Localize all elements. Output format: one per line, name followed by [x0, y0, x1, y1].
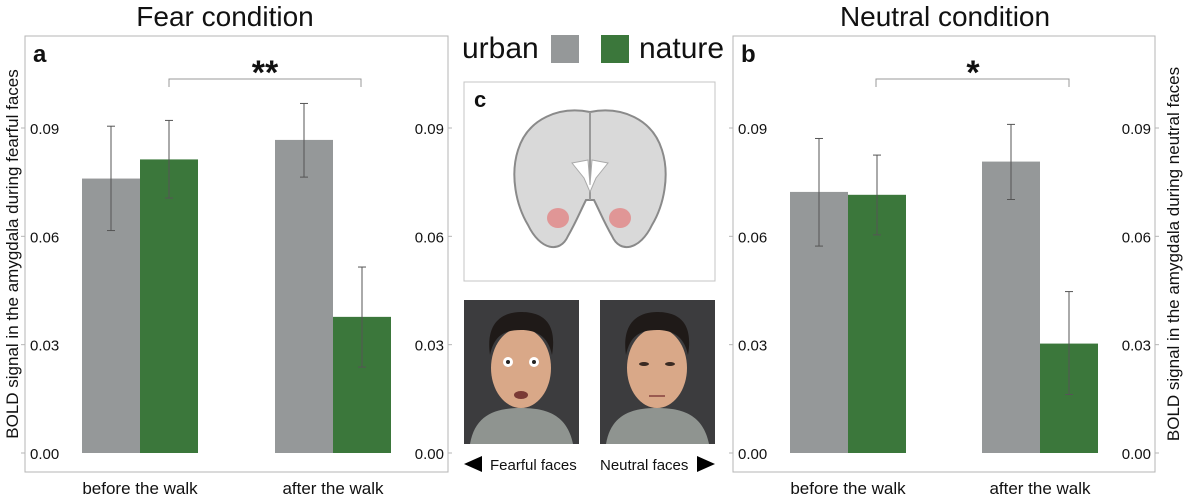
significance-stars: ** — [252, 54, 279, 92]
panel-label: b — [741, 41, 756, 68]
y-tick-label-left: 0.00 — [738, 446, 767, 463]
plot-frame — [24, 35, 449, 473]
y-axis-label: BOLD signal in the amygdala during fearf… — [3, 69, 22, 438]
brain-image — [513, 109, 667, 249]
y-tick-label-left: 0.06 — [738, 229, 767, 246]
y-tick-label-left: 0.00 — [30, 446, 59, 463]
y-tick-label-right: 0.09 — [415, 121, 444, 138]
fearful-face-image — [464, 300, 579, 444]
plot-frame — [732, 35, 1156, 473]
y-axis-label: BOLD signal in the amygdala during neutr… — [1164, 67, 1183, 441]
x-tick-label: after the walk — [282, 479, 384, 498]
panel-c-label: c — [474, 87, 486, 112]
neutral-faces-label: Neutral faces — [600, 457, 688, 474]
x-tick-label: after the walk — [989, 479, 1091, 498]
x-tick-label: before the walk — [82, 479, 198, 498]
y-tick-label-right: 0.06 — [1122, 229, 1151, 246]
y-tick-label-right: 0.00 — [415, 446, 444, 463]
chart-title: Neutral condition — [840, 1, 1050, 32]
legend-nature-swatch — [601, 35, 629, 63]
x-tick-label: before the walk — [790, 479, 906, 498]
y-tick-label-left: 0.03 — [30, 338, 59, 355]
panel-b-neutral-condition: Neutral condition b 0.00 0.00 0.03 0.03 0.06 0.… — [729, 1, 1183, 498]
neutral-face-image — [600, 300, 715, 444]
legend-urban-swatch — [551, 35, 579, 63]
y-tick-label-left: 0.09 — [30, 121, 59, 138]
y-tick-label-left: 0.09 — [738, 121, 767, 138]
panel-label: a — [33, 41, 47, 68]
panel-c: c Fearful faces Neutral — [463, 81, 716, 474]
bar-nature-before — [848, 194, 906, 454]
y-tick-label-right: 0.06 — [415, 229, 444, 246]
y-tick-label-right: 0.00 — [1122, 446, 1151, 463]
bar-nature-before — [140, 159, 198, 453]
y-tick-label-right: 0.09 — [1122, 121, 1151, 138]
y-tick-label-right: 0.03 — [1122, 338, 1151, 355]
legend: urban nature — [462, 32, 724, 65]
y-tick-label-left: 0.03 — [738, 338, 767, 355]
y-tick-label-left: 0.06 — [30, 229, 59, 246]
bar-urban-after — [982, 161, 1040, 454]
fearful-faces-label: Fearful faces — [490, 457, 577, 474]
right-arrow-icon — [697, 456, 715, 472]
legend-nature-label: nature — [639, 32, 724, 65]
legend-urban-label: urban — [462, 32, 539, 65]
panel-a-fear-condition: Fear condition a 0.00 0.00 0.03 0.03 0.06 0.06 0… — [3, 1, 452, 498]
significance-bracket — [168, 78, 362, 87]
significance-stars: * — [966, 54, 980, 92]
significance-bracket — [875, 78, 1070, 87]
left-arrow-icon — [464, 456, 482, 472]
chart-title: Fear condition — [136, 1, 313, 32]
y-tick-label-right: 0.03 — [415, 338, 444, 355]
bar-urban-after — [275, 139, 333, 453]
